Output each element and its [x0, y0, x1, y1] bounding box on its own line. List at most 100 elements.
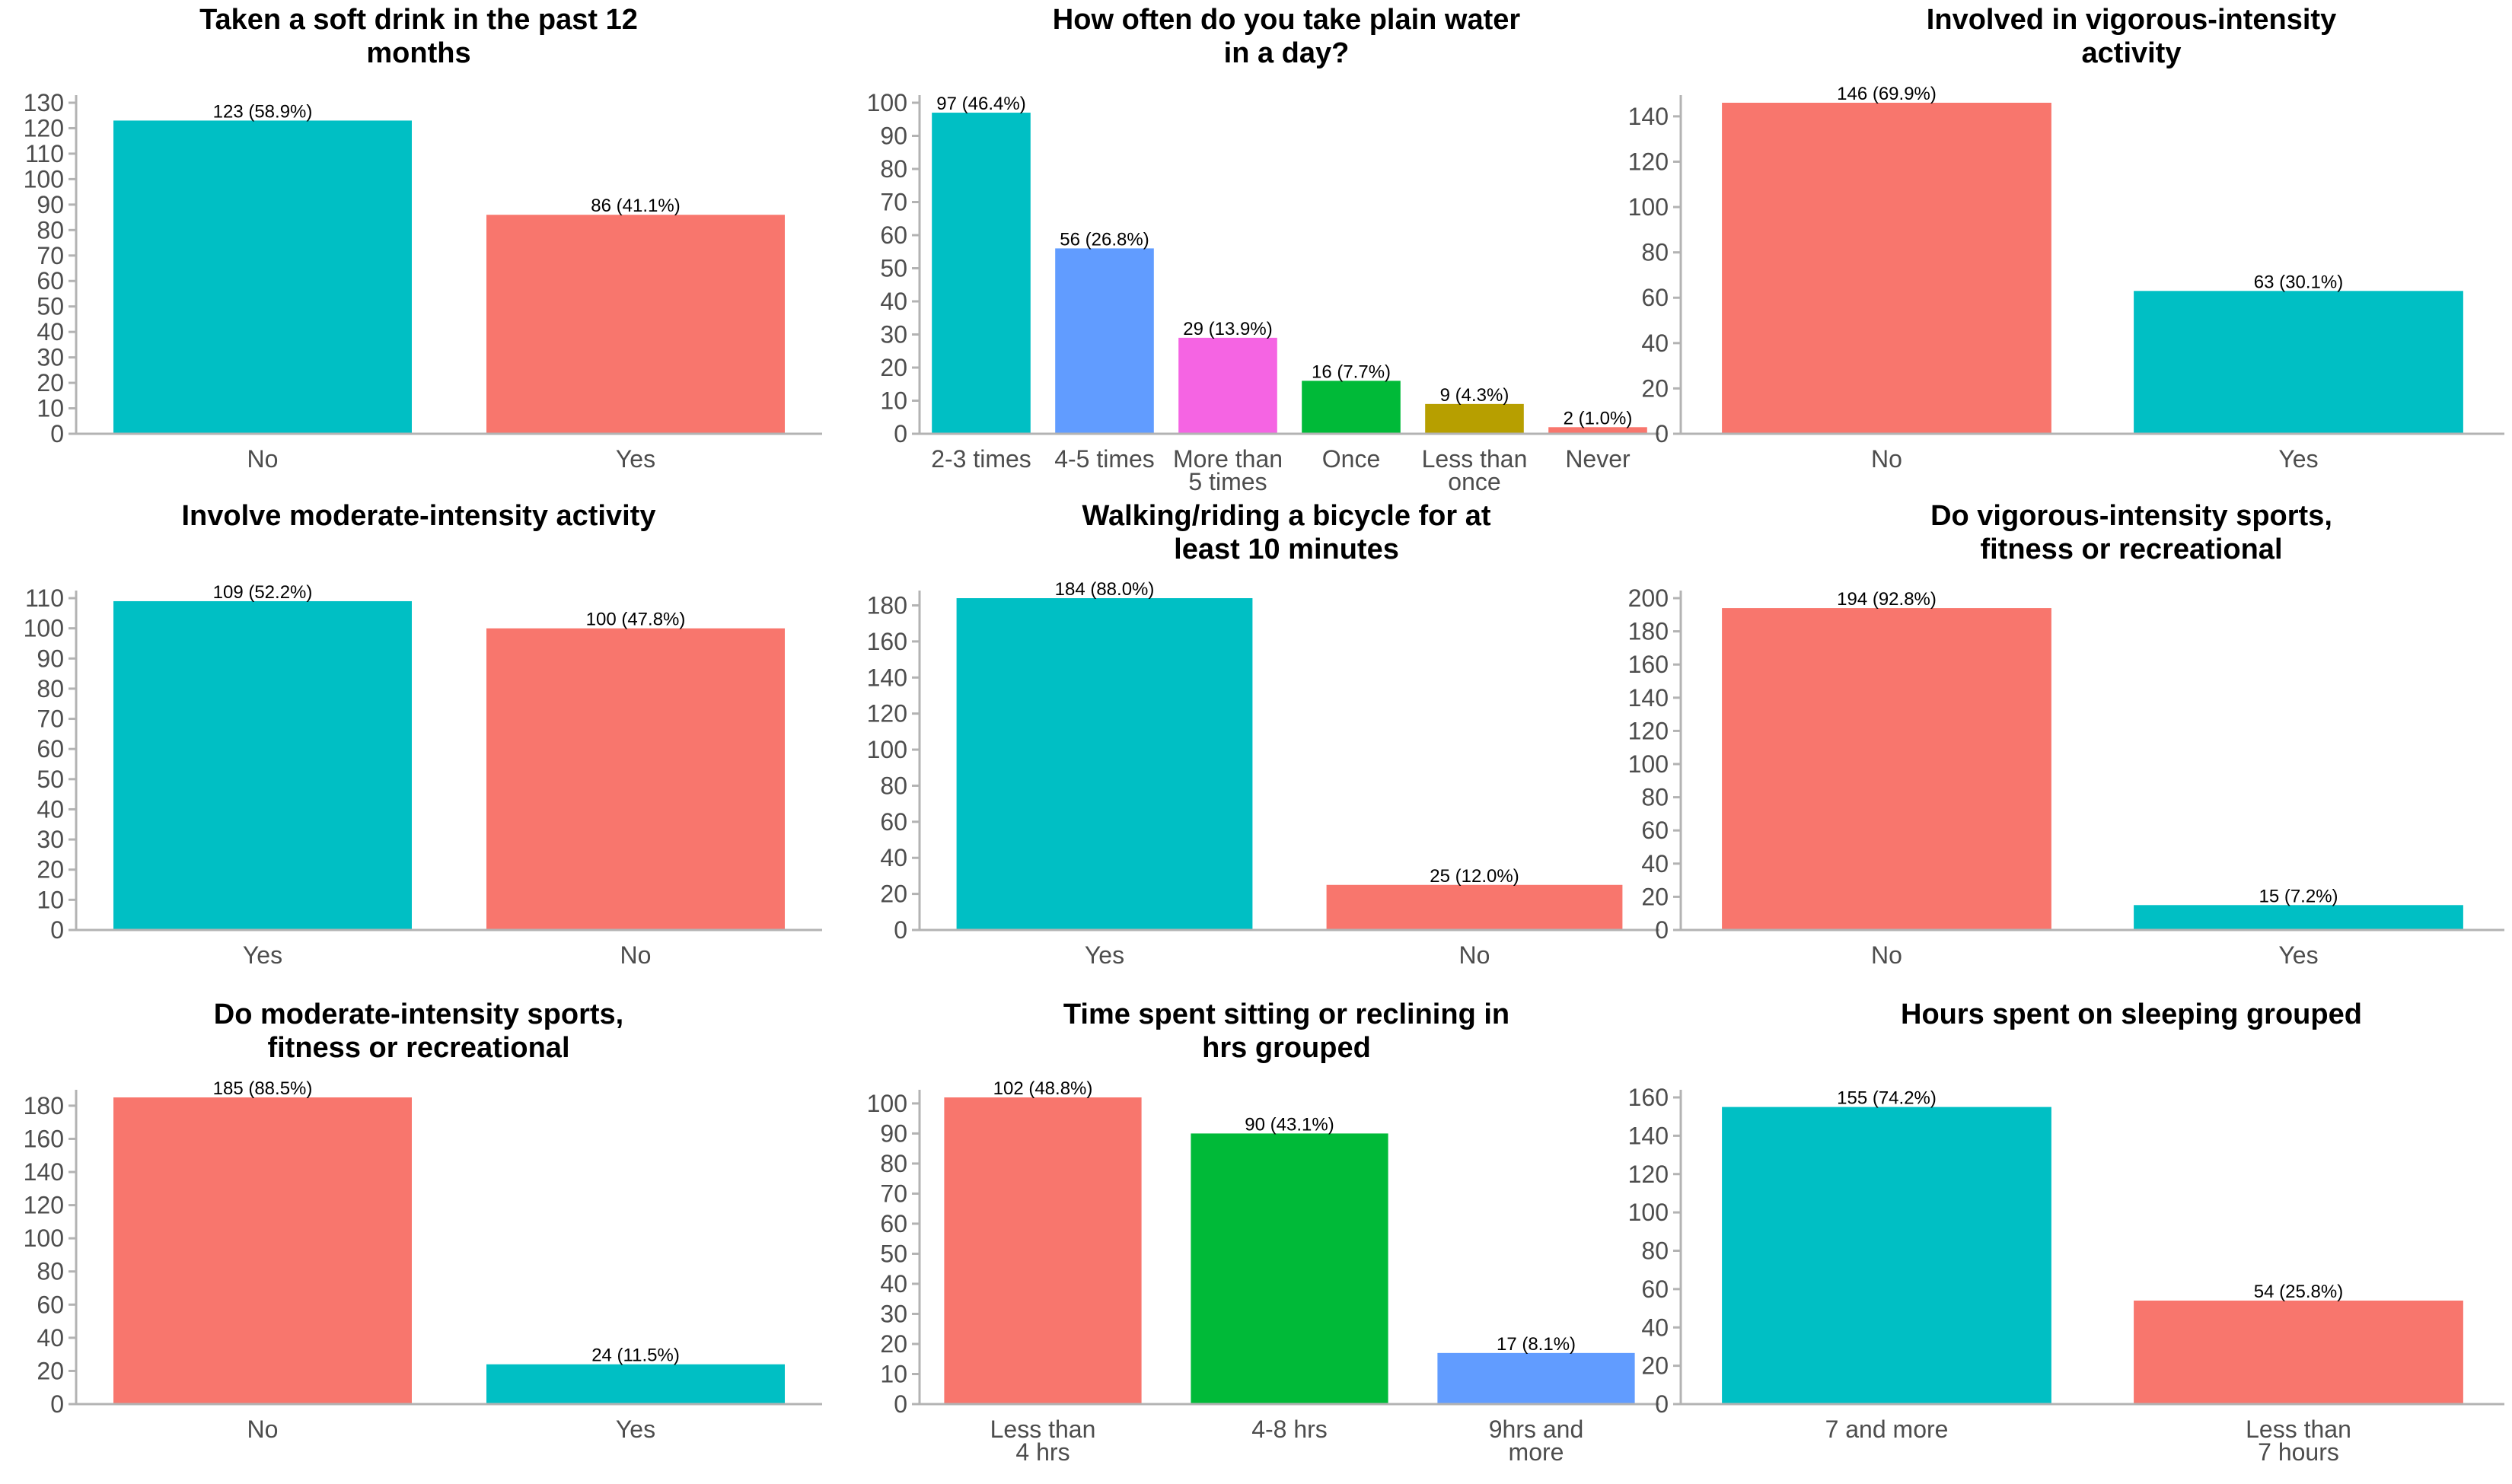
data-label: 146 (69.9%) — [1837, 84, 1937, 104]
y-tick-label: 100 — [867, 89, 907, 116]
y-tick-label: 110 — [25, 140, 64, 167]
y-tick-label: 90 — [37, 191, 64, 218]
y-tick-label: 80 — [880, 155, 907, 183]
y-tick-label: 30 — [37, 344, 64, 371]
y-tick-label: 180 — [867, 591, 907, 619]
x-tick-label: Yes — [1085, 941, 1124, 969]
chart-title: least 10 minutes — [1174, 533, 1399, 565]
data-label: 16 (7.7%) — [1312, 361, 1391, 382]
y-tick-label: 100 — [1628, 1199, 1669, 1226]
y-tick-label: 100 — [24, 165, 64, 193]
chart-title: Involved in vigorous-intensity — [1927, 4, 2336, 36]
y-tick-label: 120 — [1628, 717, 1669, 744]
chart-title: Do vigorous-intensity sports, — [1930, 500, 2332, 532]
y-tick-label: 90 — [880, 1119, 907, 1147]
data-label: 100 (47.8%) — [586, 610, 686, 630]
y-tick-label: 20 — [880, 881, 907, 908]
chart-title: months — [366, 37, 470, 69]
chart-title: Time spent sitting or reclining in — [1063, 998, 1509, 1030]
y-tick-label: 20 — [880, 354, 907, 381]
chart-title: Hours spent on sleeping grouped — [1901, 998, 2362, 1030]
x-tick-label: Yes — [243, 941, 282, 969]
bar — [1548, 427, 1647, 433]
y-tick-label: 50 — [37, 293, 64, 320]
y-tick-label: 80 — [1641, 1237, 1669, 1265]
bar — [1425, 403, 1524, 433]
y-tick-label: 100 — [867, 736, 907, 763]
bar — [486, 215, 785, 433]
y-tick-label: 40 — [37, 1324, 64, 1352]
y-tick-label: 160 — [867, 628, 907, 655]
chart-title: hrs grouped — [1202, 1032, 1371, 1064]
x-tick-label: 5 times — [1188, 468, 1267, 495]
y-tick-label: 10 — [37, 886, 64, 913]
x-tick-label: more — [1509, 1438, 1564, 1466]
chart-panel-6: Do vigorous-intensity sports,fitness or … — [1628, 500, 2504, 969]
y-tick-label: 40 — [37, 795, 64, 823]
y-tick-label: 0 — [1655, 1390, 1669, 1418]
y-tick-label: 130 — [24, 89, 64, 116]
y-tick-label: 120 — [24, 114, 64, 142]
y-tick-label: 20 — [37, 1357, 64, 1384]
y-tick-label: 20 — [37, 369, 64, 396]
y-tick-label: 30 — [880, 1300, 907, 1327]
y-tick-label: 20 — [1641, 1352, 1669, 1380]
y-tick-label: 80 — [37, 216, 64, 244]
chart-panel-9: Hours spent on sleeping grouped 0 20 40 60 80… — [1628, 998, 2504, 1466]
data-label: 25 (12.0%) — [1430, 866, 1519, 887]
data-label: 109 (52.2%) — [213, 582, 313, 603]
chart-title: Do moderate-intensity sports, — [214, 998, 623, 1030]
x-tick-label: Less than — [2246, 1416, 2351, 1443]
data-label: 2 (1.0%) — [1564, 408, 1633, 428]
x-tick-label: No — [247, 445, 279, 473]
y-tick-label: 40 — [1641, 1314, 1669, 1341]
x-tick-label: No — [1459, 941, 1490, 969]
data-label: 194 (92.8%) — [1837, 589, 1937, 610]
y-tick-label: 0 — [1655, 420, 1669, 447]
y-tick-label: 100 — [24, 615, 64, 642]
bar — [1437, 1352, 1635, 1403]
bar — [1055, 248, 1154, 433]
x-tick-label: Once — [1322, 445, 1380, 473]
x-tick-label: 7 and more — [1825, 1416, 1949, 1443]
y-tick-label: 110 — [25, 584, 64, 612]
chart-title: activity — [2082, 37, 2182, 69]
y-tick-label: 100 — [24, 1224, 64, 1252]
y-tick-label: 0 — [50, 420, 64, 447]
y-tick-label: 100 — [1628, 193, 1669, 221]
y-tick-label: 60 — [1641, 817, 1669, 844]
y-tick-label: 70 — [37, 242, 64, 269]
bar — [113, 600, 412, 929]
bar — [486, 1364, 785, 1403]
chart-title: fitness or recreational — [1980, 533, 2282, 565]
y-tick-label: 60 — [37, 735, 64, 763]
y-tick-label: 50 — [880, 255, 907, 282]
y-tick-label: 0 — [50, 1390, 64, 1418]
x-tick-label: No — [1871, 445, 1902, 473]
y-tick-label: 50 — [37, 766, 64, 793]
bar — [1722, 1107, 2051, 1403]
data-label: 63 (30.1%) — [2254, 272, 2343, 292]
y-tick-label: 80 — [1641, 784, 1669, 811]
y-tick-label: 60 — [1641, 284, 1669, 311]
data-label: 17 (8.1%) — [1497, 1334, 1576, 1355]
x-tick-label: 7 hours — [2258, 1438, 2339, 1466]
y-tick-label: 80 — [1641, 239, 1669, 266]
x-tick-label: Never — [1565, 445, 1631, 473]
y-tick-label: 40 — [880, 844, 907, 871]
y-tick-label: 60 — [880, 1210, 907, 1237]
y-tick-label: 60 — [880, 808, 907, 836]
y-tick-label: 90 — [880, 123, 907, 150]
y-tick-label: 0 — [50, 916, 64, 944]
data-label: 54 (25.8%) — [2254, 1282, 2343, 1302]
y-tick-label: 160 — [1628, 651, 1669, 678]
y-tick-label: 70 — [37, 705, 64, 733]
y-tick-label: 120 — [1628, 148, 1669, 175]
y-tick-label: 140 — [1628, 684, 1669, 712]
y-tick-label: 20 — [1641, 374, 1669, 402]
y-tick-label: 120 — [24, 1192, 64, 1219]
y-tick-label: 20 — [1641, 883, 1669, 910]
